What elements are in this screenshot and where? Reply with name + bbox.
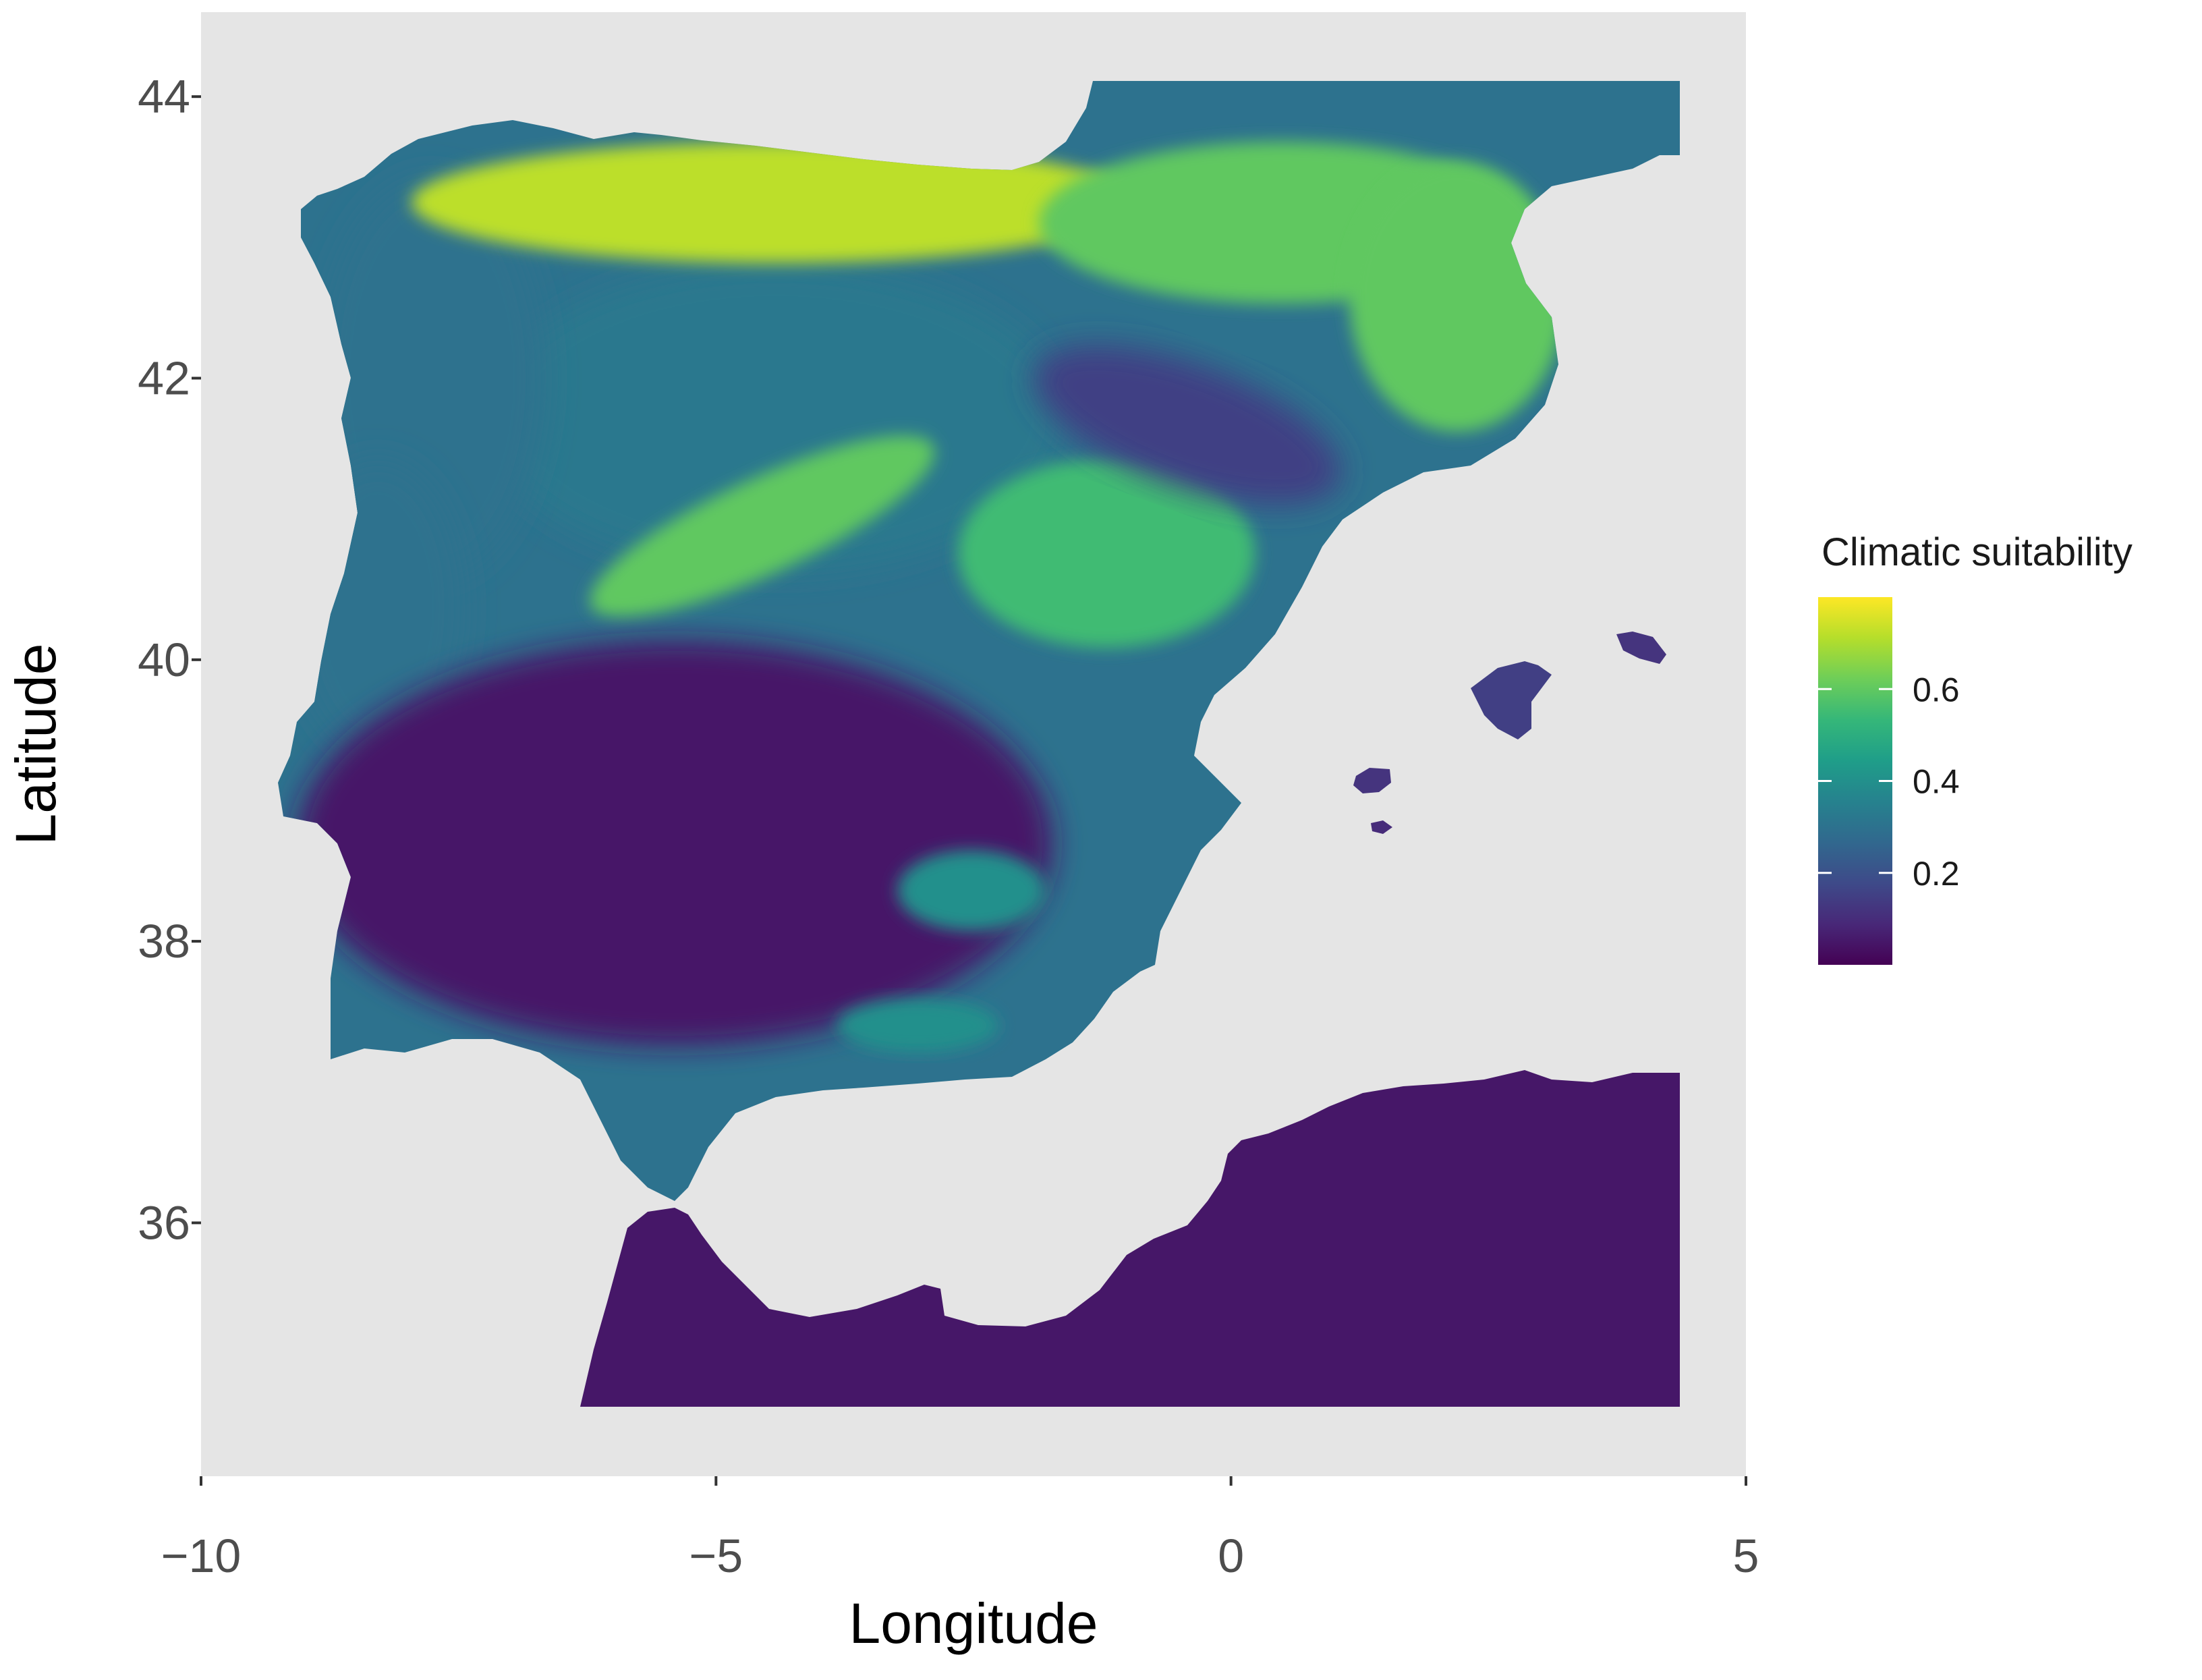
x-axis-ticks: −10 −5 0 5 — [161, 1476, 1759, 1582]
y-tick-label: 40 — [138, 634, 190, 686]
y-tick-label: 38 — [138, 915, 190, 968]
suitability-patches — [290, 142, 1565, 1053]
legend: Climatic suitability 0.2 0.4 0.6 — [1818, 530, 2133, 965]
region-south-mountains — [897, 850, 1046, 931]
x-tick-label: 5 — [1733, 1530, 1759, 1582]
legend-tick-label: 0.4 — [1913, 763, 1960, 801]
region-southern-iberia — [297, 641, 1052, 1046]
x-tick-label: −5 — [689, 1530, 743, 1582]
region-cantabrian-mountains — [412, 142, 1140, 263]
y-tick-label: 36 — [138, 1196, 190, 1249]
region-sierra-nevada — [837, 999, 998, 1053]
region-formentera — [1371, 820, 1392, 834]
y-axis-ticks: 36 38 40 42 44 — [138, 70, 201, 1249]
x-tick-label: 0 — [1218, 1530, 1244, 1582]
region-menorca — [1616, 632, 1666, 664]
x-axis-title: Longitude — [849, 1592, 1098, 1655]
region-mallorca — [1471, 661, 1552, 739]
x-tick-label: −10 — [161, 1530, 242, 1582]
y-tick-label: 44 — [138, 70, 190, 123]
legend-tick-label: 0.6 — [1913, 671, 1960, 708]
legend-ticks: 0.2 0.4 0.6 — [1818, 671, 1960, 893]
region-iberian-system — [958, 459, 1255, 648]
region-catalonia — [1349, 162, 1565, 432]
region-northern-plateau — [486, 263, 1066, 573]
region-north-africa — [580, 1070, 1680, 1407]
y-tick-label: 42 — [138, 352, 190, 405]
region-central-system — [590, 435, 935, 617]
legend-title: Climatic suitability — [1822, 530, 2133, 574]
region-ibiza — [1353, 768, 1391, 793]
region-ebro-valley — [1034, 345, 1341, 505]
y-axis-title: Latitude — [4, 644, 67, 845]
legend-tick-label: 0.2 — [1913, 855, 1960, 893]
